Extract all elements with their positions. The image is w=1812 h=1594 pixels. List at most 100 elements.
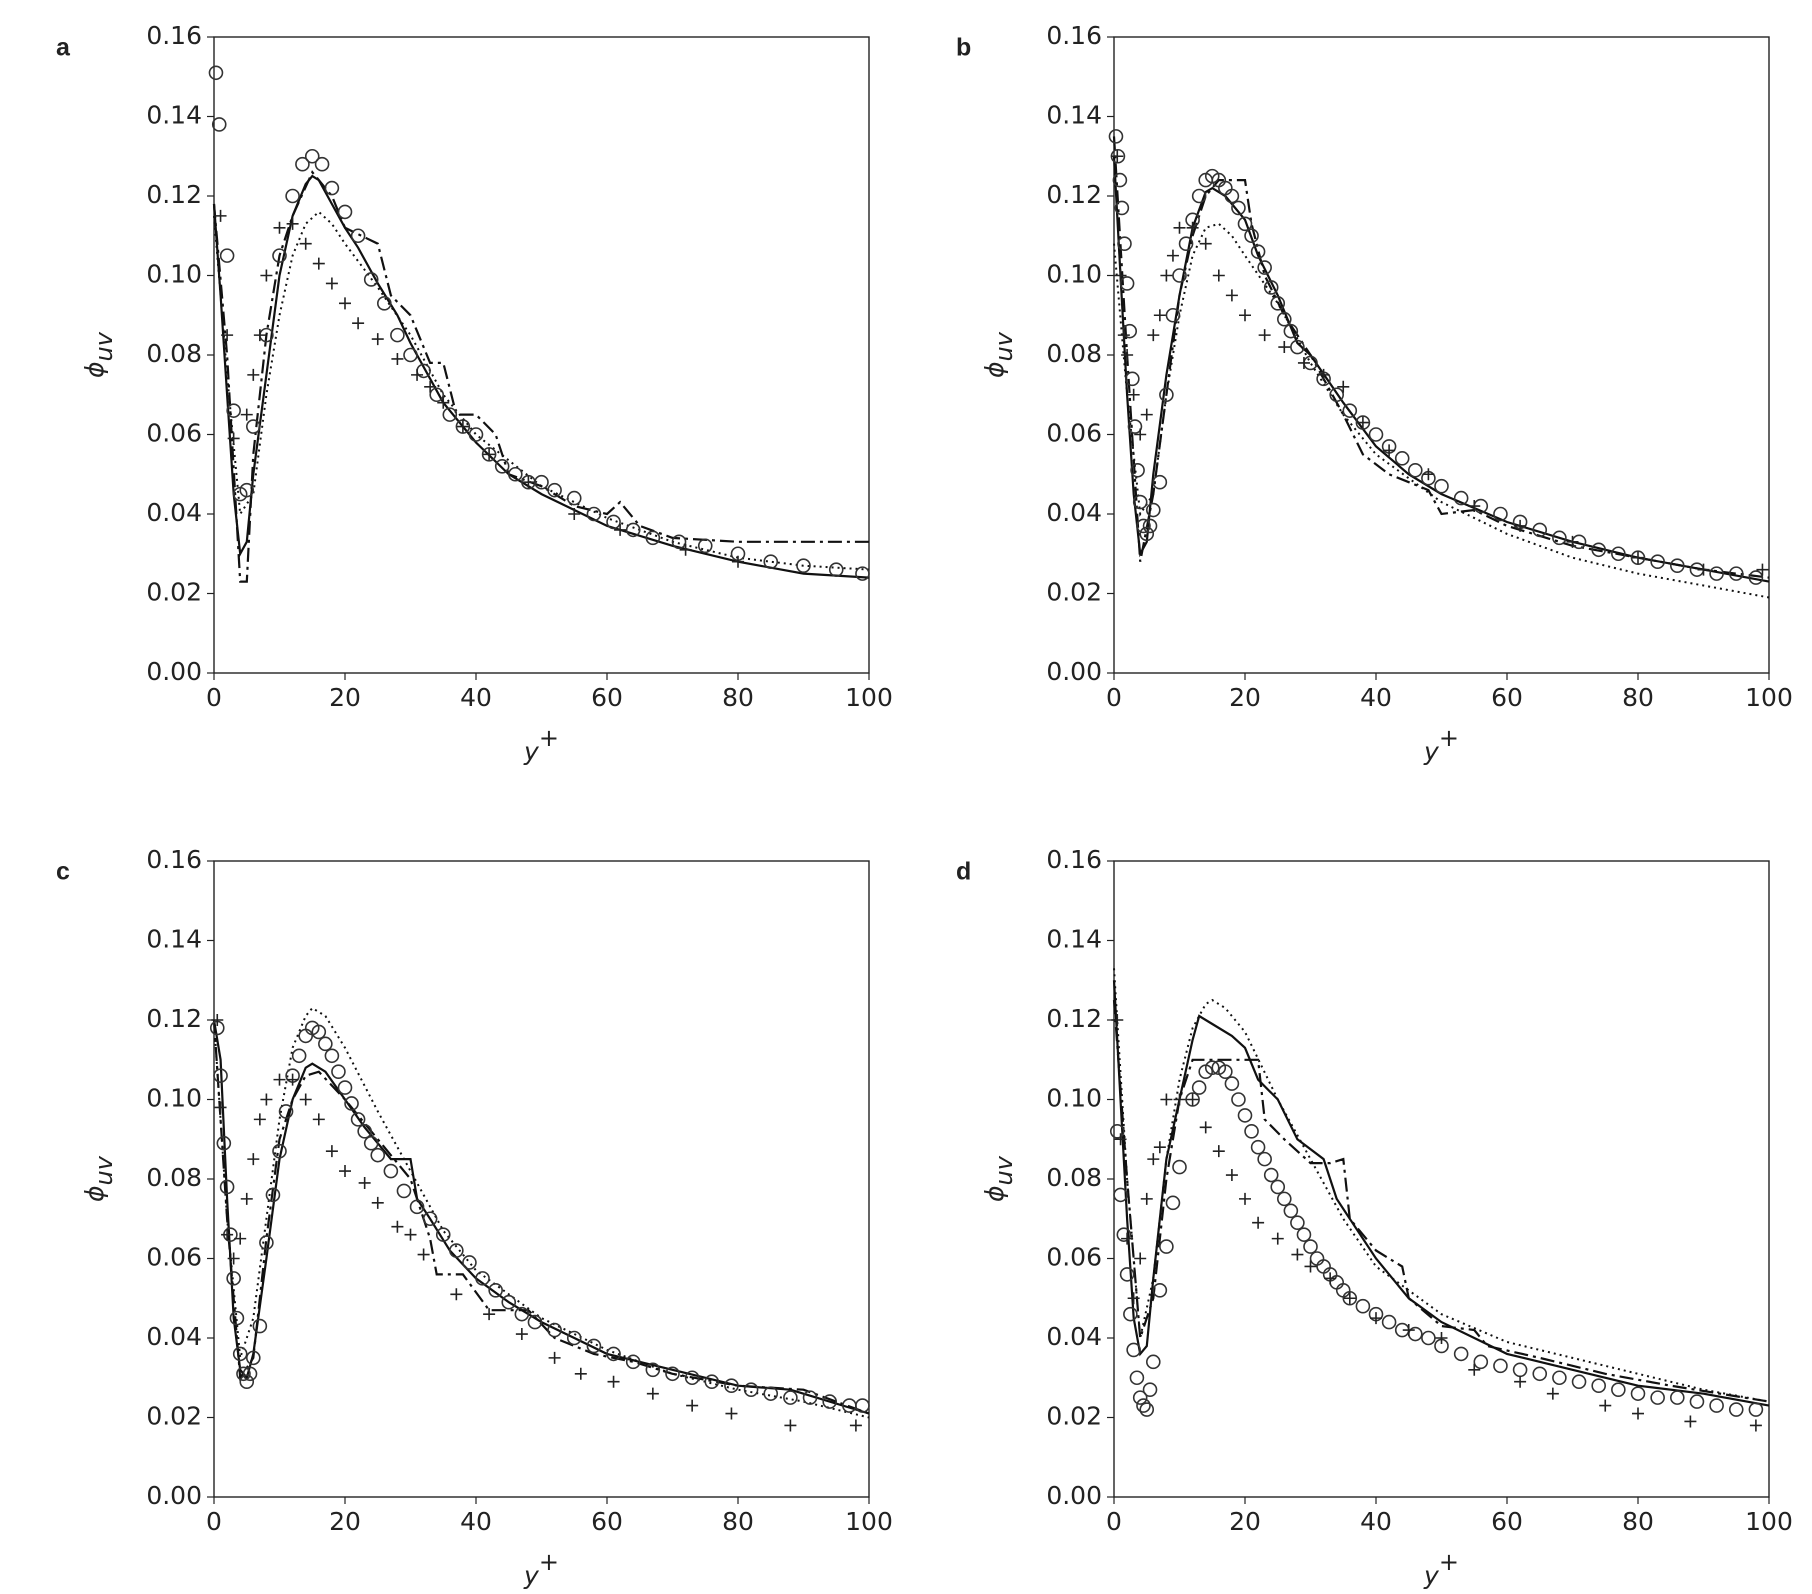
y-tick-label: 0.10 bbox=[146, 260, 202, 289]
circle-marker bbox=[586, 1338, 602, 1354]
plus-marker bbox=[1749, 1419, 1762, 1432]
y-label-symbol: ϕ bbox=[80, 1185, 109, 1202]
circle-marker bbox=[1257, 1151, 1272, 1167]
plus-marker bbox=[515, 1328, 528, 1341]
plus-marker bbox=[784, 1419, 797, 1432]
plus-marker bbox=[240, 1192, 253, 1205]
circle-marker bbox=[1421, 1330, 1436, 1346]
y-tick-label: 0.00 bbox=[146, 1481, 202, 1510]
x-label-superscript: + bbox=[1439, 1548, 1459, 1576]
plus-marker bbox=[286, 217, 299, 230]
plus-marker bbox=[1127, 388, 1140, 401]
plus-marker bbox=[1297, 356, 1310, 369]
plus-marker bbox=[1186, 1093, 1199, 1106]
series-line bbox=[212, 1019, 870, 1415]
plus-marker bbox=[221, 329, 234, 342]
plus-marker bbox=[1324, 1272, 1337, 1285]
circle-marker bbox=[324, 180, 340, 196]
circle-marker bbox=[1250, 1139, 1266, 1155]
circle-marker bbox=[383, 1163, 399, 1179]
circle-marker bbox=[1127, 419, 1143, 434]
plus-marker bbox=[1140, 1192, 1153, 1205]
x-tick-label: 60 bbox=[591, 683, 623, 712]
x-tick-label: 60 bbox=[1491, 683, 1523, 712]
circle-marker bbox=[1748, 570, 1764, 585]
circle-marker bbox=[671, 534, 687, 550]
plus-marker bbox=[1632, 551, 1644, 564]
plus-marker bbox=[1166, 249, 1179, 262]
x-tick-label: 80 bbox=[722, 1507, 754, 1536]
series-line bbox=[1112, 980, 1770, 1407]
circle-marker bbox=[1165, 1195, 1181, 1211]
plus-marker bbox=[352, 317, 365, 330]
x-tick-label: 20 bbox=[329, 1507, 361, 1536]
circle-marker bbox=[507, 466, 523, 482]
circle-marker bbox=[242, 1366, 258, 1382]
circle-marker bbox=[1309, 1251, 1325, 1266]
circle-marker bbox=[822, 1394, 838, 1409]
plus-marker bbox=[456, 420, 469, 433]
circle-marker bbox=[1117, 236, 1132, 251]
y-label-symbol: ϕ bbox=[80, 361, 109, 378]
circle-marker bbox=[1473, 1354, 1489, 1370]
plus-marker bbox=[371, 333, 384, 346]
plus-marker bbox=[732, 555, 744, 568]
circle-marker bbox=[337, 204, 353, 220]
circle-marker bbox=[1434, 478, 1449, 494]
x-label-superscript: + bbox=[539, 1548, 559, 1576]
circle-marker bbox=[390, 327, 405, 343]
circle-marker bbox=[357, 1124, 372, 1139]
circle-marker bbox=[1231, 200, 1246, 216]
circle-marker bbox=[1185, 1092, 1200, 1107]
circle-marker bbox=[435, 1227, 451, 1242]
circle-marker bbox=[1204, 1060, 1220, 1075]
plus-marker bbox=[450, 1288, 463, 1301]
plus-marker bbox=[1756, 563, 1769, 576]
y-tick-label: 0.12 bbox=[1046, 1004, 1102, 1033]
y-axis-label: ϕuv bbox=[980, 331, 1018, 378]
circle-marker bbox=[1263, 280, 1279, 295]
circle-marker bbox=[1165, 307, 1181, 323]
circle-marker bbox=[1611, 546, 1626, 562]
y-tick-label: 0.08 bbox=[1046, 339, 1102, 368]
plus-marker bbox=[1147, 329, 1160, 342]
circle-marker bbox=[625, 522, 641, 538]
x-tick-label: 60 bbox=[1491, 1507, 1523, 1536]
y-label-symbol: ϕ bbox=[980, 361, 1009, 378]
circle-marker bbox=[1329, 387, 1344, 403]
plus-marker bbox=[1212, 269, 1225, 282]
series-line bbox=[212, 170, 869, 583]
plus-marker bbox=[679, 543, 692, 556]
y-tick-label: 0.12 bbox=[146, 1004, 202, 1033]
circle-marker bbox=[1191, 1080, 1207, 1095]
plus-marker bbox=[1160, 269, 1173, 282]
circle-marker bbox=[272, 1143, 287, 1159]
plus-marker bbox=[214, 1101, 227, 1114]
circle-marker bbox=[1152, 474, 1168, 490]
plus-marker bbox=[1212, 1145, 1225, 1158]
plus-marker bbox=[548, 1351, 561, 1364]
circle-marker bbox=[1381, 1314, 1397, 1330]
plus-marker bbox=[1370, 1312, 1382, 1325]
y-tick-label: 0.10 bbox=[1046, 1084, 1102, 1113]
x-label-main: y bbox=[1423, 1561, 1440, 1590]
circle-marker bbox=[1152, 1283, 1168, 1298]
x-tick-label: 40 bbox=[1360, 1507, 1392, 1536]
circle-marker bbox=[855, 1398, 870, 1413]
plus-marker bbox=[273, 221, 286, 234]
series-line bbox=[213, 1006, 870, 1419]
circle-marker bbox=[1532, 522, 1548, 538]
plus-marker bbox=[1225, 1169, 1238, 1182]
plus-marker bbox=[240, 408, 253, 421]
x-label-superscript: + bbox=[1439, 724, 1459, 752]
circle-marker bbox=[226, 403, 241, 418]
plus-marker bbox=[483, 1308, 496, 1321]
circle-marker bbox=[1630, 550, 1646, 566]
circle-marker bbox=[1224, 188, 1240, 204]
circle-marker bbox=[475, 1271, 490, 1286]
plus-marker bbox=[221, 1228, 234, 1241]
circle-marker bbox=[724, 1378, 739, 1393]
x-label-main: y bbox=[523, 1561, 540, 1590]
plus-marker bbox=[1402, 1324, 1415, 1337]
